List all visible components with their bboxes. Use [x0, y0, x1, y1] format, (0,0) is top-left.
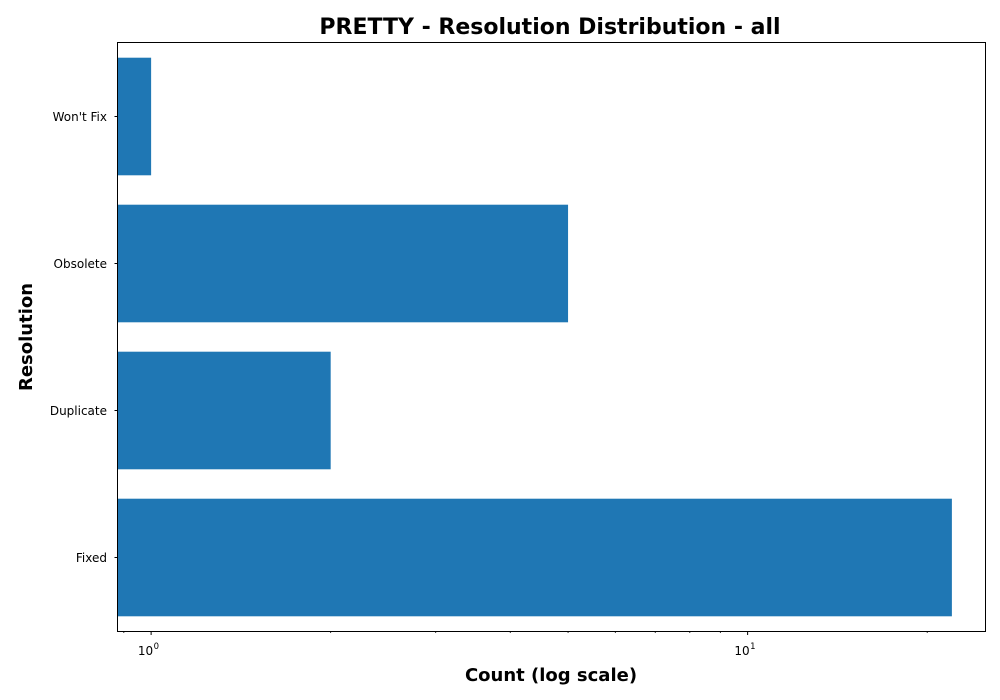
plot-frame	[117, 42, 986, 632]
x-tick-label: 10 1	[734, 642, 755, 658]
x-tick-base: 10	[138, 644, 153, 658]
chart-title: PRETTY - Resolution Distribution - all	[319, 15, 780, 40]
x-tick-exponent: 0	[154, 642, 159, 652]
x-tick-exponent: 1	[750, 642, 755, 652]
y-tick-label: Won't Fix	[53, 110, 107, 124]
y-tick-label: Obsolete	[54, 257, 107, 271]
bar	[118, 498, 952, 617]
x-tick-base: 10	[734, 644, 749, 658]
bar	[118, 351, 331, 470]
y-axis-label: Resolution	[16, 283, 37, 391]
bar	[118, 57, 152, 176]
bar	[118, 204, 569, 323]
bars-layer	[118, 57, 952, 617]
x-tick-label: 10 0	[138, 642, 159, 658]
x-axis-label: Count (log scale)	[465, 665, 637, 686]
y-tick-label: Fixed	[76, 551, 107, 565]
y-tick-label: Duplicate	[50, 404, 107, 418]
